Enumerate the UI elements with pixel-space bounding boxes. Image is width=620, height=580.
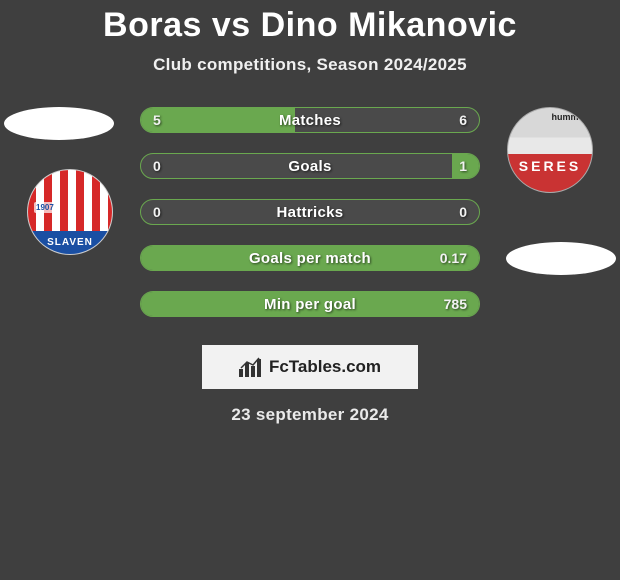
- stat-value-right: 0: [459, 200, 467, 224]
- kit-letters: SERES: [508, 158, 592, 174]
- stat-label: Min per goal: [141, 292, 479, 316]
- kit-brand: hummel: [551, 112, 586, 122]
- stat-row: 5Matches6: [140, 107, 480, 133]
- right-team-badge: hummel SERES: [507, 107, 593, 193]
- stat-label: Hattricks: [141, 200, 479, 224]
- stat-row: Goals per match0.17: [140, 245, 480, 271]
- site-logo[interactable]: FcTables.com: [202, 345, 418, 389]
- badge-name: SLAVEN: [28, 231, 112, 254]
- badge-stripes: [28, 170, 112, 231]
- stat-value-right: 1: [459, 154, 467, 178]
- left-team-badge: SLAVEN 1907: [27, 169, 113, 255]
- page-date: 23 september 2024: [0, 405, 620, 425]
- stat-value-right: 785: [444, 292, 467, 316]
- page-subtitle: Club competitions, Season 2024/2025: [0, 55, 620, 75]
- right-player-ellipse: [506, 242, 616, 275]
- stat-label: Goals: [141, 154, 479, 178]
- stat-bars: 5Matches60Goals10Hattricks0Goals per mat…: [140, 107, 480, 337]
- left-player-ellipse: [4, 107, 114, 140]
- stat-value-right: 0.17: [440, 246, 467, 270]
- stat-row: Min per goal785: [140, 291, 480, 317]
- stats-area: SLAVEN 1907 hummel SERES 5Matches60Goals…: [0, 107, 620, 337]
- stat-row: 0Hattricks0: [140, 199, 480, 225]
- stat-value-right: 6: [459, 108, 467, 132]
- stat-label: Goals per match: [141, 246, 479, 270]
- stat-row: 0Goals1: [140, 153, 480, 179]
- stat-label: Matches: [141, 108, 479, 132]
- badge-year: 1907: [34, 202, 56, 213]
- site-logo-text: FcTables.com: [269, 357, 381, 377]
- page-title: Boras vs Dino Mikanovic: [0, 0, 620, 45]
- bars-icon: [239, 357, 263, 377]
